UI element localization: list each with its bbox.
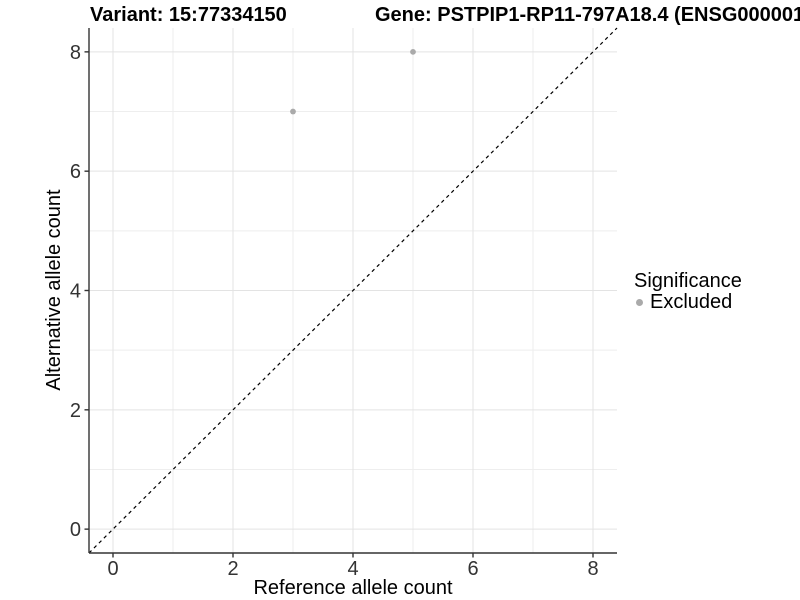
y-tick-label: 6 — [70, 161, 81, 183]
x-axis-title: Reference allele count — [253, 577, 453, 599]
y-tick-label: 4 — [70, 281, 81, 303]
y-tick-label: 0 — [70, 519, 81, 541]
y-tick-label: 8 — [70, 42, 81, 64]
x-tick-label: 0 — [107, 558, 118, 580]
data-point — [410, 48, 416, 55]
data-point — [290, 108, 296, 115]
variant-title: Variant: 15:77334150 — [90, 4, 287, 26]
x-tick-label: 8 — [587, 558, 598, 580]
legend-title: Significance — [634, 270, 742, 292]
identity-dashed-line — [88, 27, 618, 554]
y-tick-label: 2 — [70, 400, 81, 422]
gene-title: Gene: PSTPIP1-RP11-797A18.4 (ENSG000001 — [375, 4, 800, 26]
legend-item-excluded: Excluded — [634, 292, 742, 312]
legend: Significance Excluded — [634, 270, 742, 313]
x-tick-label: 6 — [467, 558, 478, 580]
x-tick-label: 2 — [227, 558, 238, 580]
x-tick-label: 4 — [347, 558, 358, 580]
legend-key-dot-icon — [636, 298, 643, 306]
legend-item-label: Excluded — [650, 291, 733, 313]
y-axis-title: Alternative allele count — [43, 189, 65, 391]
